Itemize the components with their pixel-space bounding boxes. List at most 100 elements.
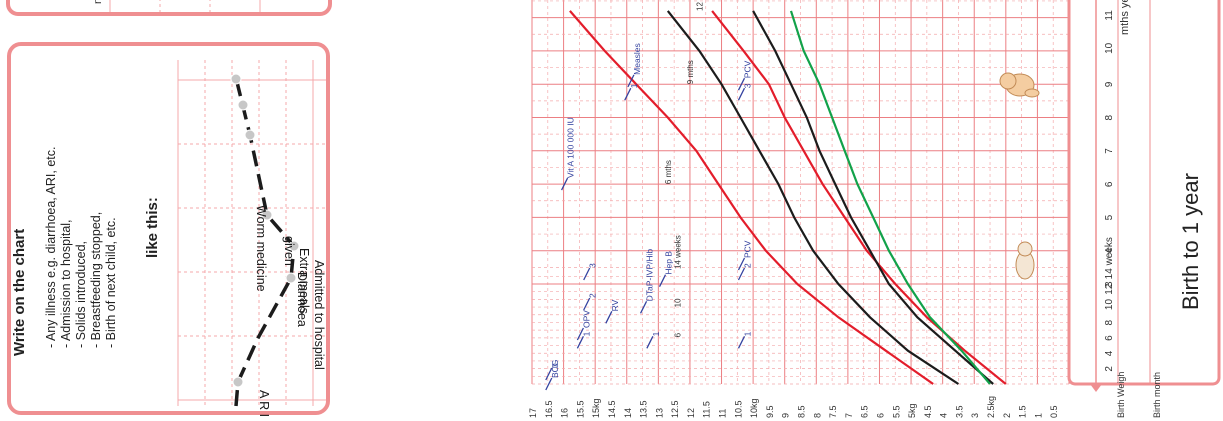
- weight-tick-label: 11: [718, 409, 728, 418]
- curve-annotation: 14 weeks: [673, 235, 682, 269]
- curve-annotation: 12 mths: [696, 0, 705, 11]
- age-month-label: 3: [1104, 281, 1115, 287]
- curve-annotation: 6: [673, 332, 682, 337]
- vaccine-label: Measles: [632, 43, 642, 75]
- weight-tick-label: 0.5: [1049, 405, 1059, 418]
- vaccine-label: Vit A 100 000 IU: [566, 117, 576, 178]
- vaccine-label: 2: [588, 293, 598, 298]
- weight-tick-label: 15.5: [575, 400, 585, 418]
- weight-tick-label: 12.5: [670, 400, 680, 418]
- chart-grid: [531, 0, 1070, 385]
- vaccine-syringe-icon: [639, 301, 648, 314]
- vaccine-syringe-icon: [737, 257, 746, 271]
- weight-tick-label: 4.5: [923, 405, 933, 418]
- age-month-label: 11: [1104, 10, 1115, 21]
- baby-head: [1017, 241, 1033, 257]
- vaccine-syringe-icon: [624, 87, 632, 101]
- age-month-label: 4: [1104, 248, 1115, 254]
- vaccine-syringe-icon: [605, 311, 613, 324]
- reference-curve-green: [789, 10, 991, 385]
- instructions-item: - Breastfeeding stopped,: [89, 212, 103, 348]
- weight-tick-label: 3.5: [954, 405, 964, 418]
- weight-tick-label: 15kg: [591, 398, 601, 418]
- weight-tick-label: 1: [1033, 413, 1043, 418]
- weight-tick-label: 6: [875, 413, 885, 418]
- weight-tick-label: 2.5kg: [986, 396, 996, 418]
- example-point: [261, 209, 273, 221]
- event-extra-meals: Extra meals: [297, 248, 311, 314]
- weight-tick-label: 13.5: [639, 400, 649, 418]
- vaccine-syringe-icon: [576, 336, 584, 349]
- event-admitted: Admitted to hospital: [312, 260, 326, 370]
- curve-annotation: 9 mths: [686, 60, 695, 84]
- example-point: [244, 129, 256, 141]
- vaccine-label: PCV: [742, 240, 752, 258]
- baby-icon-lying: [1015, 241, 1035, 280]
- example-title: like this:: [144, 197, 161, 258]
- vaccine-syringe-icon: [737, 77, 746, 91]
- weight-tick-label: 5.5: [891, 405, 901, 418]
- weight-tick-labels: 0.511.522.5kg33.544.55kg5.566.577.588.59…: [528, 396, 1059, 418]
- weight-tick-label: 14: [623, 408, 633, 418]
- vaccine-label: OPV: [581, 310, 591, 328]
- event-diarrhoea: Diarrhoea: [295, 272, 309, 327]
- age-week-label: 12: [1104, 283, 1115, 295]
- weight-tick-label: 8: [812, 413, 822, 418]
- curve-annotations: 6 mths 9 mths 12 mths 14 weeks 6 10: [664, 0, 705, 337]
- vaccine-syringe-icon: [646, 336, 654, 349]
- top-panel-fragment-text: n: [92, 0, 104, 4]
- weight-tick-label: 5kg: [907, 403, 917, 418]
- baby-leg: [1024, 88, 1040, 98]
- age-week-label: 6: [1104, 335, 1115, 341]
- weight-tick-label: 13: [654, 408, 664, 418]
- vaccine-label: BCG: [550, 360, 560, 378]
- vaccine-label: 0: [550, 363, 560, 368]
- vaccine-syringe-icon: [627, 74, 635, 88]
- weight-tick-label: 17: [528, 408, 538, 418]
- example-point: [232, 376, 244, 388]
- weight-tick-label: 16.5: [544, 400, 554, 418]
- instructions-panel-border: [7, 42, 330, 415]
- age-week-label: 14 weeks: [1104, 237, 1115, 279]
- vaccine-syringe-icon: [545, 377, 553, 391]
- vaccine-label: 2: [742, 263, 752, 268]
- vaccine-syringe-icon: [737, 336, 746, 349]
- example-point: [288, 240, 300, 252]
- vaccine-syringe-icon: [576, 327, 584, 341]
- weight-tick-label: 10kg: [749, 398, 759, 418]
- weight-tick-label: 3: [970, 413, 980, 418]
- instructions-item: - Solids introduced,: [74, 241, 88, 348]
- event-extra-meals-given: given: [282, 236, 296, 266]
- vaccine-syringe-icon: [737, 267, 746, 281]
- reference-curve-black: [666, 10, 960, 385]
- vaccine-label: RV: [610, 299, 620, 311]
- age-month-label: 7: [1104, 148, 1115, 154]
- vaccine-syringe-icon: [737, 87, 746, 101]
- reference-curves: [569, 10, 1007, 385]
- vaccine-label: 3: [742, 83, 752, 88]
- event-ari: A R I: [257, 390, 271, 417]
- vaccine-label: 1: [651, 331, 661, 336]
- instructions-title: Write on the chart: [11, 229, 28, 356]
- weight-tick-label: 4: [939, 413, 949, 418]
- age-week-label: 10: [1104, 299, 1115, 311]
- age-month-label: 8: [1104, 115, 1115, 121]
- curve-annotation: 6 mths: [664, 160, 673, 184]
- vaccine-syringe-icon: [561, 177, 569, 191]
- chart-title: Birth to 1 year: [1178, 173, 1203, 310]
- vaccine-label: 1: [581, 331, 591, 336]
- vaccine-label: DTaP-IVP/Hib: [645, 249, 655, 302]
- vaccine-syringe-icon: [583, 267, 591, 281]
- age-month-label: 6: [1104, 181, 1115, 187]
- baby-icon-sitting: [999, 72, 1040, 98]
- age-week-label: 4: [1104, 350, 1115, 356]
- example-weight-line: [234, 77, 296, 407]
- months-year-fragment: mths ye: [1119, 0, 1131, 35]
- weight-tick-label: 9: [781, 413, 791, 418]
- vaccine-label: 3: [588, 263, 598, 268]
- weight-tick-label: 7.5: [828, 405, 838, 418]
- reference-curve-red: [569, 10, 934, 385]
- instructions-panel: Write on the chart - Any illness e.g. di…: [7, 42, 330, 417]
